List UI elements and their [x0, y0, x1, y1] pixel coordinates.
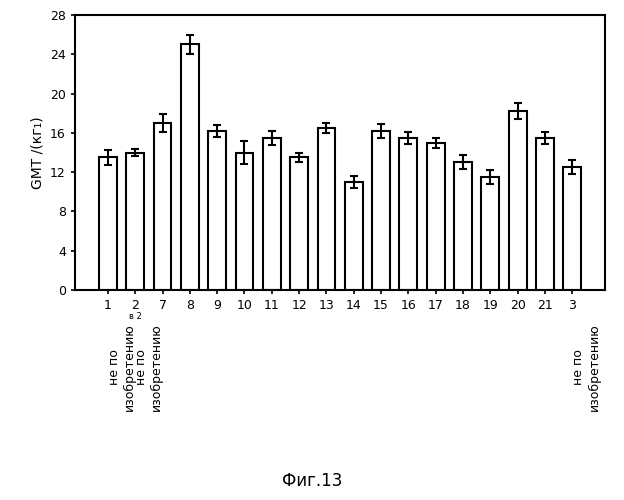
Text: не по
изобретению: не по изобретению: [135, 323, 163, 411]
Bar: [454, 162, 472, 290]
Text: не по
изобретению: не по изобретению: [108, 323, 136, 411]
Bar: [399, 138, 417, 290]
Bar: [318, 128, 335, 290]
Bar: [236, 152, 253, 290]
Bar: [263, 138, 281, 290]
Bar: [427, 142, 444, 290]
Bar: [509, 112, 527, 290]
Bar: [126, 152, 144, 290]
Bar: [208, 131, 226, 290]
Bar: [372, 131, 390, 290]
Text: Фиг.13: Фиг.13: [282, 472, 342, 490]
Bar: [181, 44, 198, 290]
Text: в 2: в 2: [129, 312, 142, 321]
Bar: [482, 177, 499, 290]
Bar: [154, 123, 172, 290]
Bar: [563, 167, 581, 290]
Y-axis label: GMT /(кг₁): GMT /(кг₁): [31, 116, 44, 189]
Text: не по
изобретению: не по изобретению: [572, 323, 600, 411]
Bar: [290, 158, 308, 290]
Bar: [99, 158, 117, 290]
Bar: [536, 138, 554, 290]
Bar: [345, 182, 363, 290]
